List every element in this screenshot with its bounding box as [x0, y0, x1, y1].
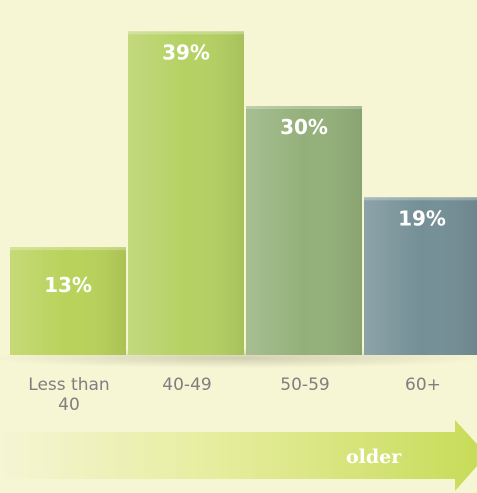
bar-top-highlight [10, 247, 126, 251]
bar-top-highlight [128, 31, 244, 35]
bar-value-label: 39% [162, 40, 210, 64]
category-label: 50-59 [246, 375, 364, 395]
category-label-line: 40-49 [162, 375, 212, 395]
category-label-line: 60+ [405, 375, 441, 395]
bars-layer: 13% 39% 30% 19% [10, 31, 477, 356]
bar-shading [128, 31, 244, 356]
bar-shading [364, 197, 477, 355]
category-label-line: 50-59 [280, 375, 330, 395]
bar-top-highlight [246, 106, 362, 109]
category-label: 40-49 [128, 375, 246, 395]
arrow-shape [0, 420, 477, 491]
bar-shading [10, 247, 126, 355]
category-label: 60+ [364, 375, 477, 395]
bar-top-highlight [364, 197, 477, 201]
bar-shading [246, 106, 362, 355]
bar-group: 30% [246, 106, 362, 355]
bar-group: 13% [10, 247, 126, 355]
bar-value-label: 30% [280, 115, 328, 139]
category-label: Less than 40 [10, 375, 128, 415]
arrow-label: older [346, 446, 402, 468]
bar-value-label: 13% [44, 273, 92, 297]
bar-value-label: 19% [398, 206, 446, 230]
older-arrow [0, 420, 477, 491]
category-label-line: Less than [28, 375, 110, 395]
category-label-line: 40 [58, 395, 80, 415]
bar-group: 19% [364, 197, 477, 355]
bar-group: 39% [128, 31, 244, 356]
